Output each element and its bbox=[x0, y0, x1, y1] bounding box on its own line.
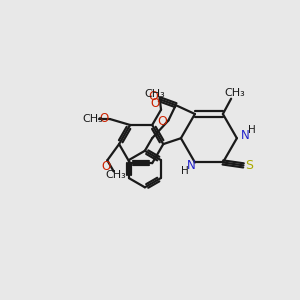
Text: CH₃: CH₃ bbox=[82, 113, 103, 124]
Text: O: O bbox=[151, 97, 160, 110]
Text: CH₃: CH₃ bbox=[106, 170, 127, 180]
Text: S: S bbox=[245, 159, 253, 172]
Text: CH₃: CH₃ bbox=[145, 89, 166, 99]
Text: O: O bbox=[158, 116, 167, 128]
Text: H: H bbox=[248, 125, 256, 135]
Text: N: N bbox=[187, 159, 196, 172]
Text: O: O bbox=[148, 90, 158, 103]
Text: O: O bbox=[99, 112, 108, 125]
Text: H: H bbox=[181, 166, 188, 176]
Text: CH₃: CH₃ bbox=[224, 88, 245, 98]
Text: N: N bbox=[241, 129, 250, 142]
Text: O: O bbox=[101, 160, 110, 173]
